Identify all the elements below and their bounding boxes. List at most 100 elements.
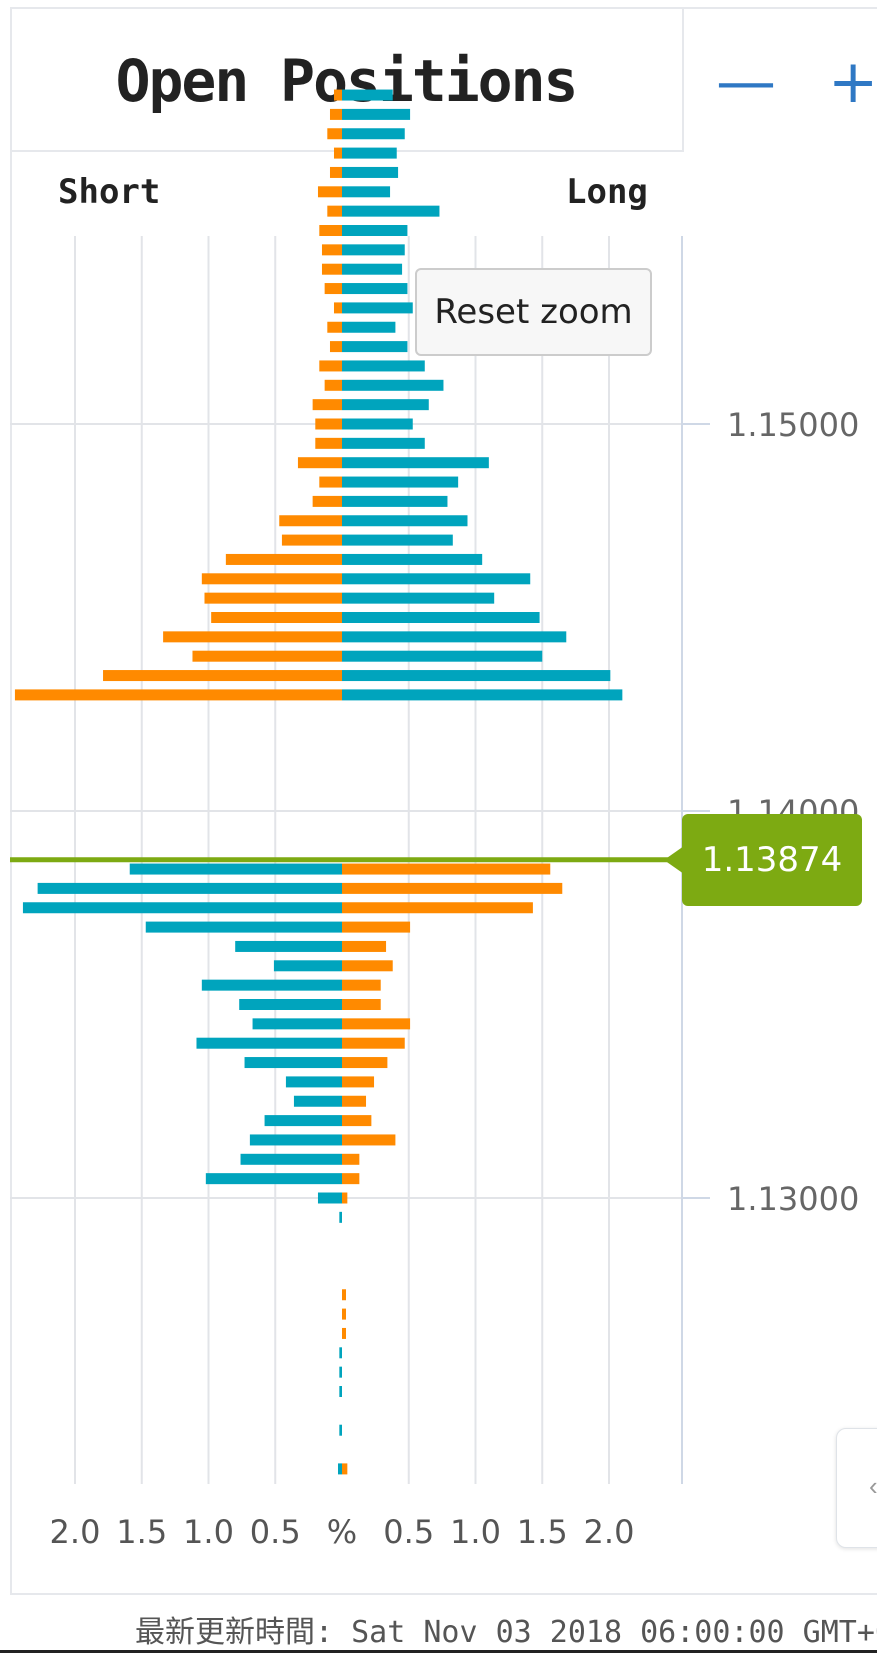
bar-short[interactable] — [315, 437, 342, 449]
bar-short[interactable] — [103, 670, 342, 682]
bar-short[interactable] — [22, 902, 343, 914]
bar-short[interactable] — [339, 1211, 342, 1223]
bar-long[interactable] — [342, 108, 411, 120]
bar-long[interactable] — [342, 1057, 388, 1069]
bar-short[interactable] — [201, 573, 342, 585]
zoom-in-button[interactable]: + — [828, 47, 877, 117]
bar-long[interactable] — [342, 1327, 347, 1339]
bar-long[interactable] — [342, 1463, 348, 1475]
bar-short[interactable] — [279, 515, 342, 527]
bar-short[interactable] — [244, 1057, 342, 1069]
bar-long[interactable] — [342, 1289, 347, 1301]
bar-short[interactable] — [196, 1037, 342, 1049]
bar-long[interactable] — [342, 882, 563, 894]
bar-long[interactable] — [342, 283, 408, 295]
bar-long[interactable] — [342, 225, 408, 236]
reset-zoom-button[interactable]: Reset zoom — [415, 268, 652, 356]
bar-long[interactable] — [342, 902, 533, 914]
bar-long[interactable] — [342, 379, 444, 391]
bar-short[interactable] — [339, 1424, 342, 1436]
bar-long[interactable] — [342, 999, 381, 1010]
bar-long[interactable] — [342, 263, 403, 275]
bar-long[interactable] — [342, 244, 405, 256]
bar-short[interactable] — [324, 379, 342, 391]
bar-long[interactable] — [342, 1037, 405, 1049]
bar-long[interactable] — [342, 476, 459, 488]
bar-short[interactable] — [324, 283, 342, 295]
bar-short[interactable] — [319, 225, 342, 236]
bar-long[interactable] — [342, 341, 408, 353]
bar-short[interactable] — [339, 1366, 342, 1378]
bar-long[interactable] — [342, 205, 440, 217]
bar-short[interactable] — [249, 1134, 342, 1146]
bar-long[interactable] — [342, 1018, 411, 1030]
bar-long[interactable] — [342, 515, 468, 527]
bar-long[interactable] — [342, 631, 567, 643]
bar-short[interactable] — [145, 921, 342, 933]
bar-short[interactable] — [319, 476, 342, 488]
bar-long[interactable] — [342, 1192, 348, 1204]
bar-long[interactable] — [342, 418, 413, 430]
bar-short[interactable] — [333, 147, 342, 159]
bar-short[interactable] — [312, 399, 342, 411]
bar-short[interactable] — [240, 1153, 342, 1165]
bar-short[interactable] — [317, 1192, 342, 1204]
bar-short[interactable] — [329, 166, 342, 178]
bar-long[interactable] — [342, 689, 623, 701]
bar-long[interactable] — [342, 1153, 360, 1165]
bar-long[interactable] — [342, 534, 453, 546]
bar-long[interactable] — [342, 1173, 360, 1185]
bar-long[interactable] — [342, 921, 411, 933]
bar-long[interactable] — [342, 147, 397, 159]
bar-short[interactable] — [252, 1018, 342, 1030]
bar-short[interactable] — [315, 418, 342, 430]
bar-long[interactable] — [342, 1076, 375, 1088]
bar-short[interactable] — [337, 1463, 342, 1475]
bar-long[interactable] — [342, 495, 448, 507]
bar-short[interactable] — [321, 244, 342, 256]
bar-short[interactable] — [37, 882, 343, 894]
bar-short[interactable] — [129, 863, 342, 875]
bar-short[interactable] — [239, 999, 342, 1010]
bar-long[interactable] — [342, 1115, 372, 1127]
bar-long[interactable] — [342, 940, 387, 952]
bar-short[interactable] — [327, 128, 342, 140]
bar-short[interactable] — [329, 341, 342, 353]
bar-long[interactable] — [342, 592, 495, 604]
bar-short[interactable] — [339, 1347, 342, 1359]
bar-short[interactable] — [225, 553, 342, 565]
bar-short[interactable] — [211, 612, 342, 623]
bar-long[interactable] — [342, 1134, 396, 1146]
bar-short[interactable] — [297, 457, 342, 469]
bar-short[interactable] — [327, 321, 342, 333]
zoom-out-button[interactable]: — — [716, 47, 776, 117]
positions-chart[interactable]: 2.0 1.5 1.0 0.5% 0.5 1.0 1.5 2.01.150001.140001… — [0, 0, 877, 1600]
bar-long[interactable] — [342, 670, 611, 682]
bar-short[interactable] — [235, 940, 342, 952]
bar-short[interactable] — [192, 650, 342, 662]
bar-short[interactable] — [317, 186, 342, 198]
bar-short[interactable] — [333, 89, 342, 101]
bar-long[interactable] — [342, 457, 489, 469]
bar-long[interactable] — [342, 302, 413, 314]
bar-short[interactable] — [321, 263, 342, 275]
bar-long[interactable] — [342, 863, 551, 875]
bar-long[interactable] — [342, 399, 429, 411]
bar-short[interactable] — [319, 360, 342, 372]
bar-short[interactable] — [205, 1173, 342, 1185]
bar-long[interactable] — [342, 89, 393, 101]
bar-long[interactable] — [342, 979, 381, 991]
bar-short[interactable] — [339, 1386, 342, 1397]
bar-short[interactable] — [204, 592, 342, 604]
bar-short[interactable] — [333, 302, 342, 314]
bar-long[interactable] — [342, 1308, 347, 1320]
bar-long[interactable] — [342, 186, 391, 198]
bar-short[interactable] — [264, 1115, 342, 1127]
bar-long[interactable] — [342, 360, 425, 372]
bar-long[interactable] — [342, 612, 540, 623]
bar-long[interactable] — [342, 321, 396, 333]
bar-short[interactable] — [293, 1095, 342, 1107]
bar-short[interactable] — [329, 108, 342, 120]
bar-short[interactable] — [273, 960, 342, 972]
bar-short[interactable] — [163, 631, 342, 643]
